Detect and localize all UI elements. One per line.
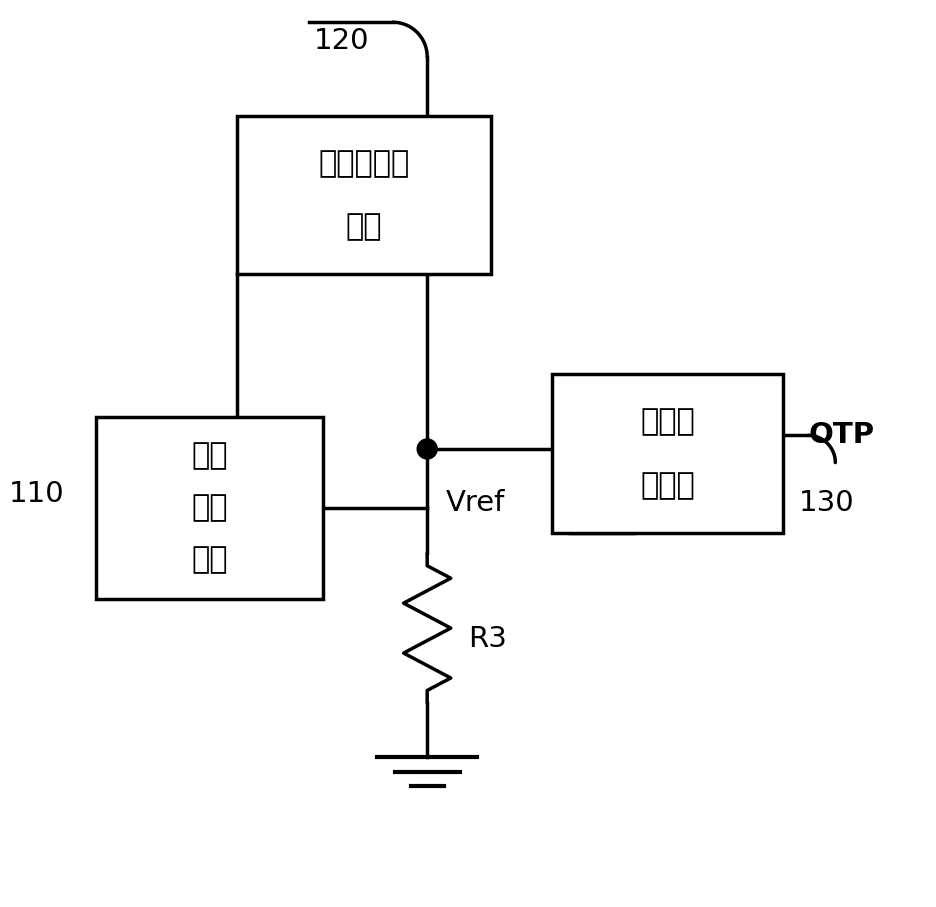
Text: 電壓比: 電壓比: [640, 407, 695, 436]
Text: 120: 120: [314, 27, 370, 54]
Text: OTP: OTP: [808, 422, 874, 449]
Text: 模塊: 模塊: [191, 545, 227, 574]
Text: 流鏡: 流鏡: [345, 212, 382, 241]
Bar: [552, 375, 783, 533]
Text: 提供: 提供: [191, 493, 227, 522]
Circle shape: [417, 439, 437, 459]
Text: 電流: 電流: [191, 442, 227, 471]
Text: Vref: Vref: [446, 490, 505, 517]
Text: R3: R3: [468, 626, 507, 653]
Text: 較模塊: 較模塊: [640, 471, 695, 500]
Bar: [237, 115, 490, 274]
Text: 共源共柵電: 共源共柵電: [318, 149, 409, 178]
Bar: [96, 417, 323, 599]
Text: 110: 110: [8, 481, 65, 508]
Text: 130: 130: [799, 490, 855, 517]
